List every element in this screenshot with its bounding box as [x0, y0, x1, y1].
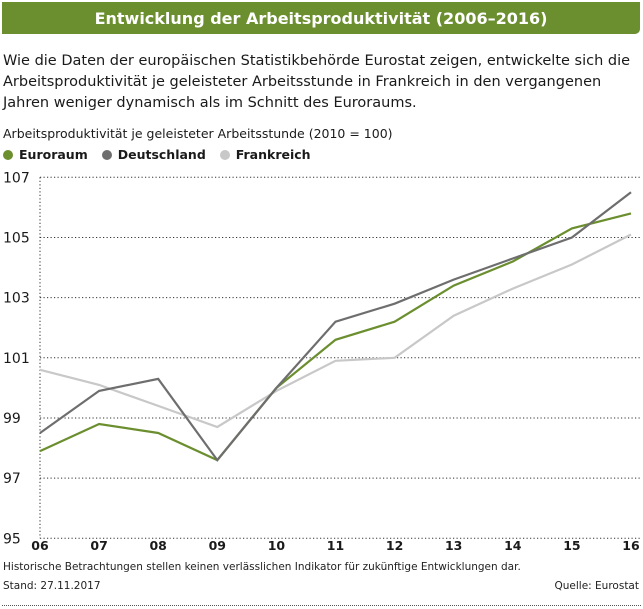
- legend-item-deutschland: Deutschland: [101, 147, 206, 162]
- x-tick-label: 14: [504, 538, 522, 553]
- data-date: Stand: 27.11.2017: [3, 580, 101, 592]
- series-line-frankreich: [39, 233, 632, 429]
- x-tick-label: 11: [327, 538, 344, 553]
- y-tick-label: 97: [3, 471, 21, 487]
- legend: Euroraum Deutschland Frankreich: [3, 147, 311, 162]
- x-tick-label: 13: [445, 538, 462, 553]
- y-tick-label: 95: [3, 531, 21, 547]
- x-tick-label: 10: [268, 538, 286, 553]
- x-axis-ticks: 06 07 08 09 10 11 12 13 14 15 16: [31, 538, 640, 553]
- gridlines: [39, 176, 641, 539]
- legend-swatch-frankreich: [219, 149, 230, 160]
- legend-swatch-deutschland: [101, 149, 112, 160]
- bottom-divider: [2, 605, 641, 606]
- chart-title: Entwicklung der Arbeitsproduktivität (20…: [94, 8, 548, 28]
- legend-item-euroraum: Euroraum: [3, 147, 88, 162]
- legend-swatch-euroraum: [3, 149, 13, 160]
- legend-label-euroraum: Euroraum: [19, 147, 88, 162]
- intro-paragraph: Wie die Daten der europäischen Statistik…: [3, 53, 631, 111]
- chart-subtitle: Arbeitsproduktivität je geleisteter Arbe…: [3, 126, 393, 141]
- x-tick-label: 06: [31, 538, 49, 553]
- chart-title-banner: Entwicklung der Arbeitsproduktivität (20…: [2, 2, 640, 34]
- legend-label-frankreich: Frankreich: [235, 147, 311, 162]
- series-lines: [39, 191, 632, 462]
- x-tick-label: 08: [149, 538, 166, 553]
- x-tick-label: 09: [209, 538, 226, 553]
- x-tick-label: 16: [622, 538, 640, 553]
- x-tick-label: 12: [386, 538, 403, 553]
- x-tick-label: 07: [90, 538, 107, 553]
- legend-label-deutschland: Deutschland: [117, 147, 206, 162]
- y-axis-ticks: 95 97 99 101 103 105 107: [3, 170, 30, 547]
- disclaimer-note: Historische Betrachtungen stellen keinen…: [3, 561, 521, 573]
- y-tick-label: 101: [3, 351, 30, 367]
- series-line-euroraum: [39, 212, 632, 462]
- line-chart: 95 97 99 101 103 105 107 06 07 08 09 10 11 12 13 14 15 1…: [3, 170, 641, 553]
- y-tick-label: 105: [3, 230, 30, 246]
- x-tick-label: 15: [563, 538, 580, 553]
- y-tick-label: 107: [3, 170, 30, 186]
- y-tick-label: 99: [3, 411, 21, 427]
- series-line-deutschland: [39, 191, 632, 462]
- data-source: Quelle: Eurostat: [554, 580, 640, 592]
- legend-item-frankreich: Frankreich: [219, 147, 311, 162]
- y-tick-label: 103: [3, 291, 30, 307]
